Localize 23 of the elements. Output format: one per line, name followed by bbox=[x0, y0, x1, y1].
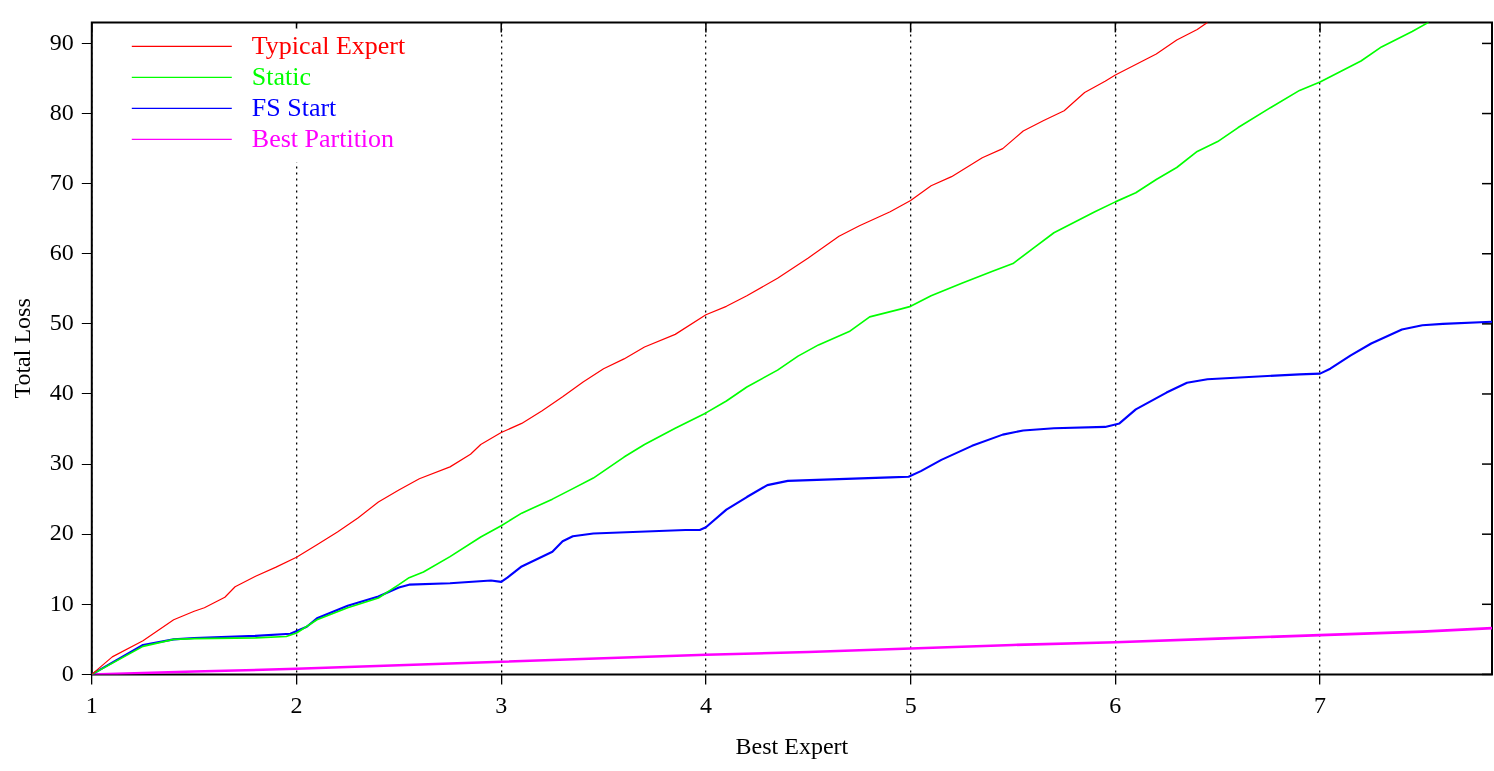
legend-label: Best Partition bbox=[251, 124, 395, 154]
x-tick-label: 4 bbox=[699, 692, 712, 719]
y-tick-label: 60 bbox=[49, 239, 74, 266]
y-tick-label: 20 bbox=[49, 519, 74, 546]
y-tick-label: 40 bbox=[49, 379, 74, 406]
x-tick-label: 6 bbox=[1109, 692, 1122, 719]
x-tick-label: 5 bbox=[904, 692, 917, 719]
legend-label: Typical Expert bbox=[251, 31, 406, 61]
x-tick-label: 3 bbox=[495, 692, 508, 719]
y-tick-label: 80 bbox=[49, 98, 74, 125]
y-tick-label: 10 bbox=[49, 589, 74, 616]
y-tick-label: 50 bbox=[49, 309, 74, 336]
x-tick-label: 7 bbox=[1314, 692, 1327, 719]
legend-label: FS Start bbox=[251, 93, 338, 123]
y-tick-label: 90 bbox=[49, 28, 74, 55]
x-tick-label: 1 bbox=[85, 692, 98, 719]
legend-label: Static bbox=[251, 62, 312, 92]
x-tick-label: 2 bbox=[290, 692, 303, 719]
y-tick-label: 30 bbox=[49, 449, 74, 476]
x-axis-title: Best Expert bbox=[735, 732, 849, 759]
y-axis-title: Total Loss bbox=[8, 298, 35, 399]
y-tick-label: 70 bbox=[49, 168, 74, 195]
y-tick-label: 0 bbox=[61, 659, 74, 686]
